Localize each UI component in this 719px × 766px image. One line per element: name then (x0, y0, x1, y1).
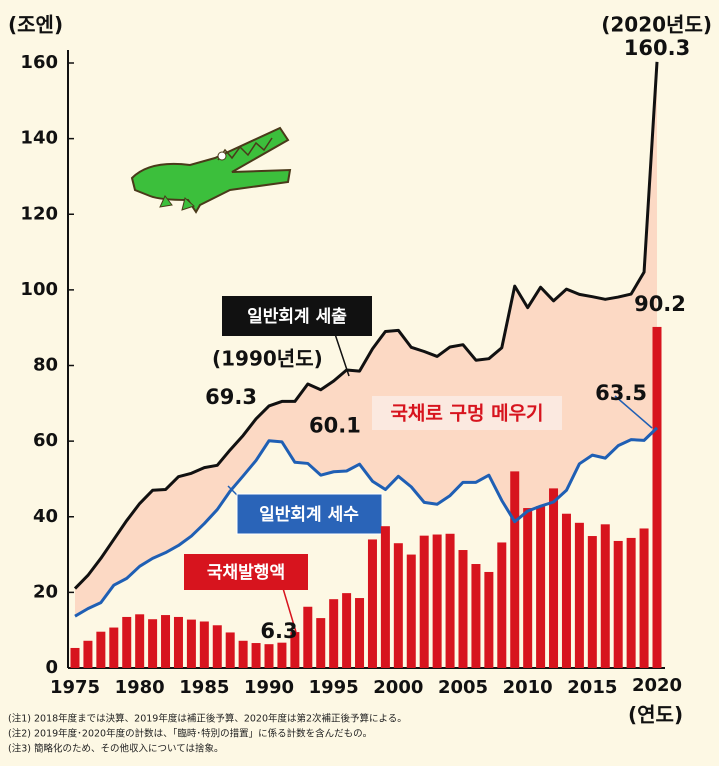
bar (148, 619, 158, 668)
value-label: 69.3 (205, 385, 257, 409)
value-label: 63.5 (595, 381, 647, 405)
x-unit-label: (연도) (628, 703, 683, 727)
bar (613, 540, 623, 668)
bar (264, 644, 274, 668)
x-tick-label: 2015 (567, 677, 617, 698)
bar (186, 619, 196, 668)
bar (419, 535, 429, 668)
bar (549, 488, 559, 668)
y-tick-label: 80 (33, 355, 58, 376)
bar (161, 615, 171, 668)
bar (639, 528, 649, 668)
annotation: (2020년도) (601, 13, 712, 37)
bar (316, 618, 326, 668)
bar (342, 593, 352, 668)
x-tick-label: 2005 (438, 677, 488, 698)
value-label: 6.3 (260, 619, 297, 643)
y-tick-label: 100 (20, 279, 58, 300)
y-tick-label: 120 (20, 203, 58, 224)
x-tick-label: 2000 (373, 677, 423, 698)
x-tick-label: 2010 (503, 677, 553, 698)
y-tick-label: 60 (33, 430, 58, 451)
annotation: 국채로 구멍 메우기 (390, 403, 543, 425)
bar (600, 524, 610, 668)
footnote: (注2) 2019年度･2020年度の計数は、「臨時･特別の措置」に係る計数を含… (8, 728, 372, 740)
bar (290, 632, 300, 668)
x-tick-label: 2020 (632, 675, 682, 696)
legend-label: 일반회계 세수 (259, 505, 359, 525)
leader-line (614, 395, 653, 429)
legend-box (236, 493, 383, 535)
x-tick-label: 1980 (115, 677, 165, 698)
y-tick-label: 40 (33, 506, 58, 527)
bar (458, 550, 468, 668)
x-tick-label: 1975 (50, 677, 100, 698)
bar (96, 631, 106, 668)
bar (523, 508, 533, 668)
annotation-box (372, 396, 562, 430)
line (74, 426, 659, 618)
annotation: (1990년도) (212, 347, 323, 371)
bar (225, 632, 235, 668)
x-tick-label: 1995 (309, 677, 359, 698)
crocodile-illustration (130, 126, 292, 214)
footnote: (注3) 簡略化のため、その他収入については捨象。 (8, 743, 224, 755)
y-tick-label: 140 (20, 128, 58, 149)
bar (135, 614, 145, 668)
bar (574, 522, 584, 668)
bar (380, 526, 390, 668)
x-tick-label: 1990 (244, 677, 294, 698)
footnote: (注1) 2018年度までは決算、2019年度は補正後予算、2020年度は第2次… (8, 713, 407, 725)
bar (445, 533, 455, 668)
bar (587, 536, 597, 668)
bar (173, 616, 183, 668)
bar (251, 643, 261, 668)
y-unit-label: (조엔) (8, 13, 63, 37)
bar (432, 534, 442, 668)
bar (70, 647, 80, 668)
value-label: 160.3 (624, 36, 690, 60)
legend-box (222, 296, 372, 336)
bar (83, 640, 93, 668)
legend-box (184, 554, 308, 590)
bar (406, 554, 416, 668)
x-tick-label: 1985 (179, 677, 229, 698)
bar (484, 571, 494, 668)
bar (652, 326, 662, 668)
bar (561, 513, 571, 668)
bar (199, 621, 209, 668)
bar (355, 598, 365, 668)
line (73, 61, 659, 590)
leader-line (281, 584, 297, 633)
bar (212, 625, 222, 668)
bar (393, 543, 403, 668)
bar (510, 471, 520, 668)
bar (277, 642, 287, 668)
bar (329, 599, 339, 668)
y-tick-label: 20 (33, 581, 58, 602)
bar (238, 640, 248, 668)
bar (536, 506, 546, 668)
y-tick-label: 0 (45, 657, 58, 678)
value-label: 90.2 (634, 292, 686, 316)
bar (109, 627, 119, 668)
bar (367, 539, 377, 668)
bar (122, 616, 132, 668)
bar (497, 542, 507, 668)
bar (303, 606, 313, 668)
bar (471, 564, 481, 668)
bar (626, 537, 636, 668)
value-label: 60.1 (309, 414, 361, 438)
legend-label: 국채발행액 (207, 563, 285, 583)
legend-label: 일반회계 세출 (247, 307, 347, 327)
y-tick-label: 160 (20, 52, 58, 73)
